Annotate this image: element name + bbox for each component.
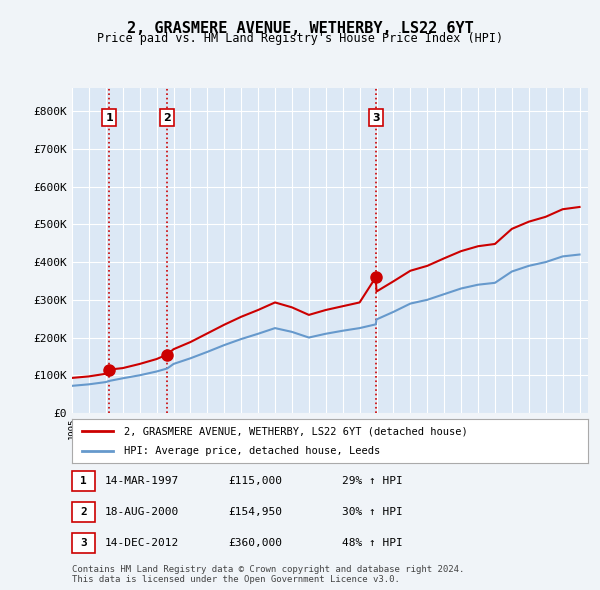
Text: 1: 1 bbox=[80, 477, 87, 486]
Text: 2, GRASMERE AVENUE, WETHERBY, LS22 6YT: 2, GRASMERE AVENUE, WETHERBY, LS22 6YT bbox=[127, 21, 473, 35]
Text: HPI: Average price, detached house, Leeds: HPI: Average price, detached house, Leed… bbox=[124, 446, 380, 455]
Text: Price paid vs. HM Land Registry's House Price Index (HPI): Price paid vs. HM Land Registry's House … bbox=[97, 32, 503, 45]
Text: £115,000: £115,000 bbox=[228, 477, 282, 486]
Text: £360,000: £360,000 bbox=[228, 538, 282, 548]
Text: £154,950: £154,950 bbox=[228, 507, 282, 517]
Text: 3: 3 bbox=[372, 113, 380, 123]
Text: 1: 1 bbox=[106, 113, 113, 123]
Text: 3: 3 bbox=[80, 538, 87, 548]
Text: 2, GRASMERE AVENUE, WETHERBY, LS22 6YT (detached house): 2, GRASMERE AVENUE, WETHERBY, LS22 6YT (… bbox=[124, 427, 467, 436]
Text: 29% ↑ HPI: 29% ↑ HPI bbox=[342, 477, 403, 486]
Text: 14-MAR-1997: 14-MAR-1997 bbox=[105, 477, 179, 486]
Text: 18-AUG-2000: 18-AUG-2000 bbox=[105, 507, 179, 517]
Text: 48% ↑ HPI: 48% ↑ HPI bbox=[342, 538, 403, 548]
Text: 30% ↑ HPI: 30% ↑ HPI bbox=[342, 507, 403, 517]
Text: 2: 2 bbox=[163, 113, 171, 123]
Text: 2: 2 bbox=[80, 507, 87, 517]
Text: Contains HM Land Registry data © Crown copyright and database right 2024.
This d: Contains HM Land Registry data © Crown c… bbox=[72, 565, 464, 584]
Text: 14-DEC-2012: 14-DEC-2012 bbox=[105, 538, 179, 548]
